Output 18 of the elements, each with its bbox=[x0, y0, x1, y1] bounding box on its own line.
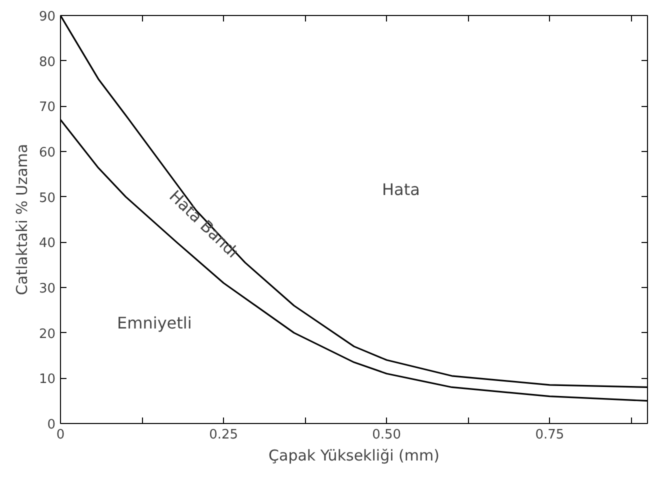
y-tick-label: 70 bbox=[38, 100, 56, 116]
y-tick-label: 30 bbox=[38, 282, 56, 296]
annotation: Emniyetli bbox=[117, 313, 192, 332]
line-series bbox=[60, 118, 648, 402]
y-tick-label: 10 bbox=[38, 372, 56, 388]
y-tick-label: 40 bbox=[38, 236, 56, 252]
y-tick-label: 0 bbox=[47, 418, 56, 432]
y-tick-label: 60 bbox=[38, 146, 56, 160]
y-tick-label: 80 bbox=[38, 54, 56, 70]
y-tick-label: 20 bbox=[38, 326, 56, 342]
y-axis-title: Catlaktaki % Uzama bbox=[12, 144, 31, 296]
annotation: Hata bbox=[382, 180, 420, 200]
x-tick-label: 0.25 bbox=[209, 428, 238, 442]
x-tick-label: 0.75 bbox=[535, 428, 564, 442]
y-tick-label: 90 bbox=[38, 10, 56, 24]
x-tick-label: 0.50 bbox=[372, 428, 402, 442]
y-tick-label: 50 bbox=[38, 190, 56, 206]
x-axis-title: Çapak Yüksekliği (mm) bbox=[268, 446, 440, 464]
